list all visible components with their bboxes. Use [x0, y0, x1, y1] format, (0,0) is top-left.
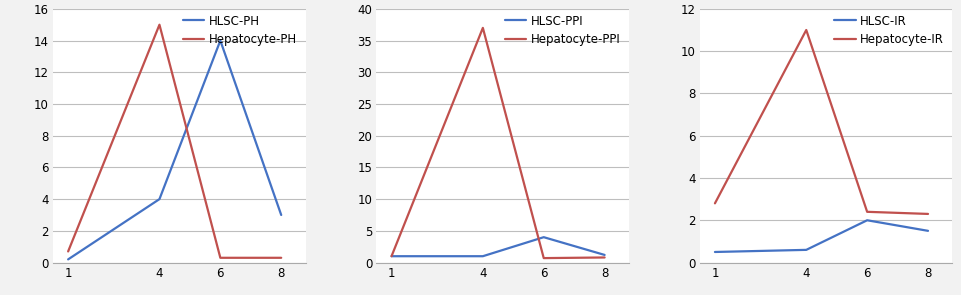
Hepatocyte-PPI [477, 26, 488, 30]
Hepatocyte-PH [62, 250, 74, 253]
Hepatocyte-IR [800, 28, 811, 32]
HLSC-IR [922, 229, 933, 232]
HLSC-IR [800, 248, 811, 252]
HLSC-IR [708, 250, 720, 254]
Hepatocyte-PH [275, 256, 286, 260]
Line: HLSC-IR: HLSC-IR [714, 220, 927, 252]
Line: Hepatocyte-PPI: Hepatocyte-PPI [391, 28, 604, 258]
Line: HLSC-PPI: HLSC-PPI [391, 237, 604, 256]
Line: Hepatocyte-PH: Hepatocyte-PH [68, 25, 281, 258]
HLSC-PH [275, 213, 286, 217]
Hepatocyte-IR [860, 210, 872, 214]
Legend: HLSC-PH, Hepatocyte-PH: HLSC-PH, Hepatocyte-PH [181, 12, 300, 49]
Hepatocyte-PH [214, 256, 226, 260]
HLSC-PPI [537, 235, 549, 239]
Hepatocyte-PH [154, 23, 165, 27]
HLSC-PPI [599, 253, 610, 257]
Hepatocyte-PPI [385, 254, 397, 258]
HLSC-PPI [385, 254, 397, 258]
HLSC-IR [860, 219, 872, 222]
Hepatocyte-PPI [599, 256, 610, 259]
Line: HLSC-PH: HLSC-PH [68, 41, 281, 259]
Hepatocyte-PPI [537, 256, 549, 260]
Hepatocyte-IR [708, 201, 720, 205]
Line: Hepatocyte-IR: Hepatocyte-IR [714, 30, 927, 214]
HLSC-PH [214, 39, 226, 42]
Legend: HLSC-PPI, Hepatocyte-PPI: HLSC-PPI, Hepatocyte-PPI [502, 12, 623, 49]
HLSC-PH [154, 197, 165, 201]
Legend: HLSC-IR, Hepatocyte-IR: HLSC-IR, Hepatocyte-IR [831, 12, 946, 49]
Hepatocyte-IR [922, 212, 933, 216]
HLSC-PPI [477, 254, 488, 258]
HLSC-PH [62, 258, 74, 261]
